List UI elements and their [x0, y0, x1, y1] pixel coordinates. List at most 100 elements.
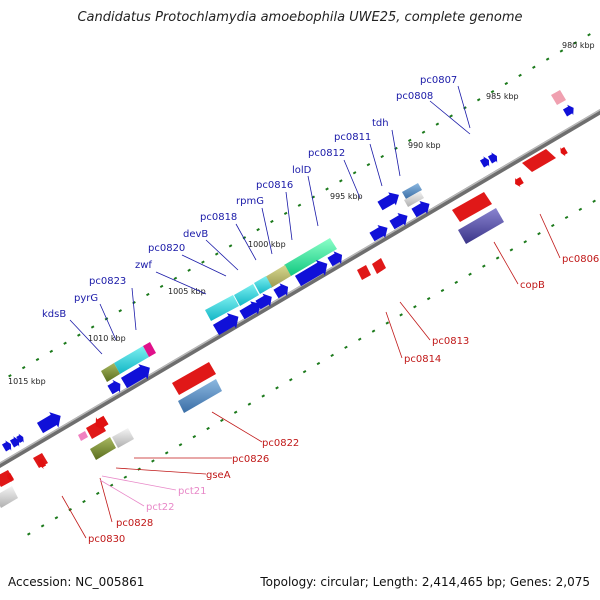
tick-mark: [399, 313, 403, 317]
tick-mark: [192, 434, 197, 439]
tick-mark: [187, 268, 191, 272]
leader-line: [61, 495, 87, 539]
gene-label: pc0813: [432, 336, 469, 347]
tick-mark: [435, 122, 440, 126]
gene-label: devB: [183, 229, 208, 240]
tick-mark: [344, 345, 348, 349]
tick-mark: [407, 138, 412, 142]
tick-mark: [380, 154, 384, 159]
gene-label: pc0806: [562, 254, 599, 265]
leader-line: [181, 254, 227, 277]
tick-mark: [352, 171, 357, 175]
leader-line: [307, 175, 319, 227]
gene-label: pc0822: [262, 438, 299, 449]
tick-mark: [578, 207, 583, 211]
tick-mark: [118, 309, 123, 313]
tick-mark: [440, 288, 445, 293]
tick-mark: [8, 374, 12, 378]
tick-mark: [504, 81, 509, 86]
tick-mark: [573, 41, 578, 45]
gene-rpmG: [265, 265, 291, 288]
gene-label: pc0808: [396, 91, 433, 102]
tick-mark: [233, 410, 238, 414]
gene-label: pc0830: [88, 534, 125, 545]
forward-gene-arrow: [36, 412, 61, 434]
leader-line: [391, 129, 401, 177]
forward-gene-arrow: [107, 379, 121, 395]
tick-mark: [63, 341, 67, 345]
leader-line: [285, 191, 293, 241]
gene-tdh: [402, 183, 422, 199]
forward-gene-arrow: [487, 152, 498, 164]
leader-line: [205, 239, 239, 271]
tick-mark: [325, 187, 329, 191]
forward-gene-arrow: [120, 364, 150, 389]
forward-gene-arrow: [239, 301, 261, 320]
leader-line: [211, 411, 263, 443]
tick-mark: [173, 276, 178, 280]
forward-gene-arrow: [389, 213, 408, 230]
accession-text: Accession: NC_005861: [8, 575, 145, 589]
reverse-genes: [0, 146, 568, 508]
tick-mark: [275, 386, 279, 390]
tick-mark: [302, 370, 307, 374]
gene-label: zwf: [135, 260, 152, 271]
tick-mark: [518, 73, 522, 78]
leader-line: [99, 477, 113, 523]
tick-mark: [490, 89, 495, 94]
forward-gene-arrow: [327, 251, 343, 267]
tick-mark: [90, 325, 95, 329]
tick-label: 980 kbp: [562, 41, 595, 50]
gene-label: pc0811: [334, 132, 371, 143]
tick-mark: [587, 33, 591, 37]
tick-mark: [123, 475, 128, 479]
label-leader-lines: [61, 85, 561, 539]
tick-mark: [482, 264, 486, 268]
gene-label: pc0826: [232, 454, 269, 465]
gene-pc0813: [372, 258, 386, 274]
tick-mark: [366, 163, 371, 167]
leader-line: [343, 159, 361, 199]
tick-label: 1005 kbp: [168, 287, 206, 296]
tick-mark: [27, 532, 31, 536]
tick-mark: [214, 252, 219, 256]
gene-label: pc0828: [116, 518, 153, 529]
gene-label: pc0814: [404, 354, 441, 365]
gene-pyrG: [114, 346, 149, 374]
gene-gseA: [90, 437, 116, 460]
map-title: Candidatus Protochlamydia amoebophila UW…: [77, 10, 523, 25]
leader-line: [155, 271, 207, 295]
gene-label: kdsB: [42, 309, 66, 320]
kbp-labels: 980 kbp 985 kbp 990 kbp 995 kbp 1000 kbp…: [8, 41, 595, 386]
topology-text: Topology: circular; Length: 2,414,465 bp…: [260, 575, 590, 589]
leader-line: [369, 143, 383, 187]
gene-label: pc0807: [420, 75, 457, 86]
tick-mark: [95, 491, 100, 496]
reverse-gene-arrow: [560, 146, 568, 157]
tick-label: 985 kbp: [486, 92, 519, 101]
forward-gene-arrow: [377, 192, 399, 211]
gene-label: pc0820: [148, 243, 185, 254]
forward-gene-arrow: [411, 201, 430, 218]
forward-gene-arrow: [294, 260, 328, 287]
tick-mark: [564, 215, 569, 220]
genome-map: 980 kbp 985 kbp 990 kbp 995 kbp 1000 kbp…: [0, 33, 600, 545]
leader-line: [539, 213, 561, 259]
forward-gene-arrow: [16, 433, 24, 444]
tick-label: 1010 kbp: [88, 334, 126, 343]
tick-mark: [449, 114, 453, 118]
tick-mark: [509, 248, 514, 252]
gene-pc0814: [357, 265, 371, 280]
trna-label: pct21: [178, 486, 207, 497]
tick-mark: [550, 223, 555, 228]
tick-mark: [35, 357, 40, 362]
gene-pc0823: [143, 342, 156, 357]
tick-mark: [270, 219, 274, 224]
forward-genes: [1, 90, 574, 452]
tick-mark: [523, 240, 528, 244]
reverse-gene-labels: pc0806 copB pc0813 pc0814 pc0822 pc0826 …: [88, 254, 599, 545]
tick-mark: [21, 365, 26, 370]
tick-mark: [164, 451, 169, 455]
tick-label: 990 kbp: [408, 141, 441, 150]
gene-label: pc0816: [256, 180, 293, 191]
